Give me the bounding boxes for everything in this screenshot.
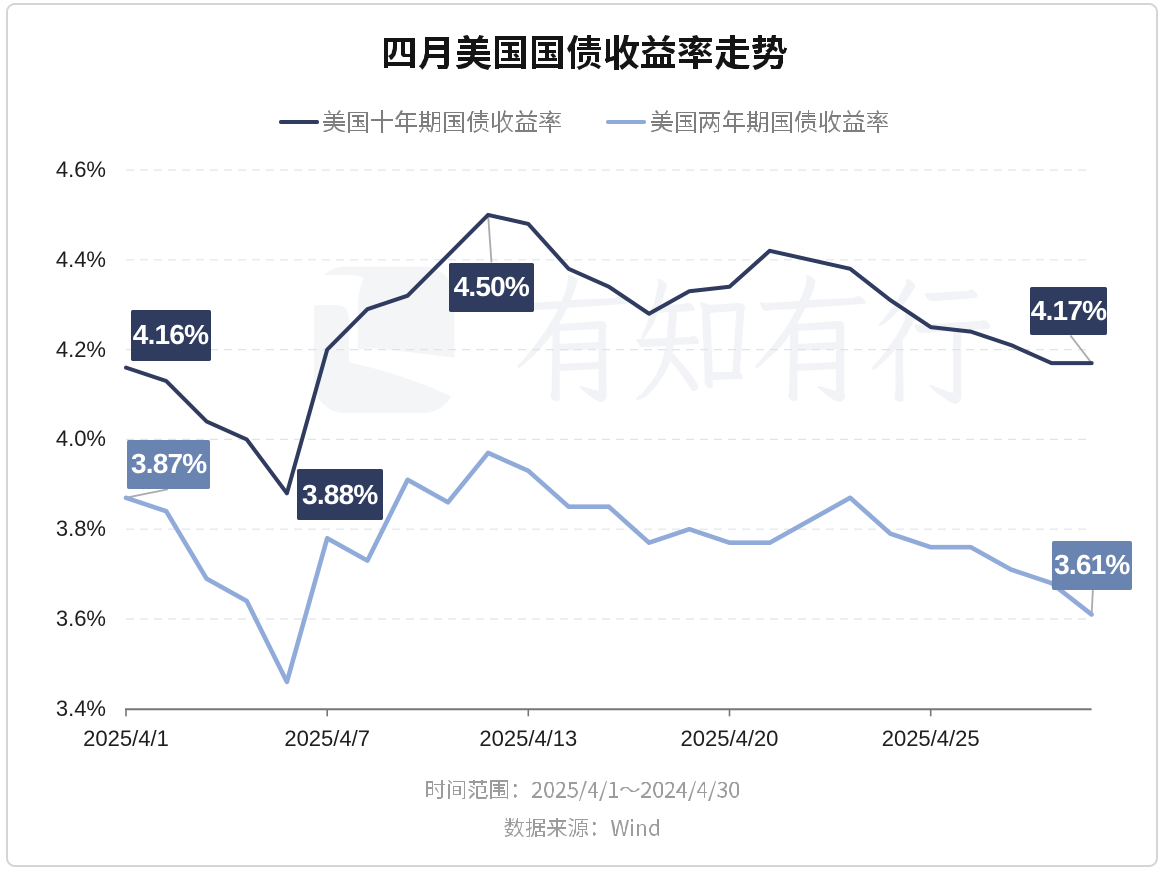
series-line-10y [124, 212, 1094, 496]
annotation-3.61: 3.61% [1052, 541, 1132, 590]
x-tick-2025/4/1: 2025/4/1 [83, 726, 169, 751]
y-tick-4.4%: 4.4% [55, 246, 106, 272]
y-tick-4.0%: 4.0% [55, 426, 106, 452]
annotation-connector [487, 214, 493, 263]
y-tick-3.6%: 3.6% [55, 606, 106, 631]
annotation-3.87: 3.87% [126, 439, 211, 490]
annotation-connector [1090, 589, 1094, 615]
x-tick-2025/4/13: 2025/4/13 [479, 726, 578, 751]
x-tick-2025/4/25: 2025/4/25 [881, 726, 980, 751]
y-tick-4.6%: 4.6% [55, 157, 106, 182]
legend-swatch-2y [606, 119, 647, 124]
x-tick-2025/4/20: 2025/4/20 [680, 726, 779, 751]
youzhiyouxing-logo-icon [314, 266, 455, 413]
x-tick-2025/4/7: 2025/4/7 [284, 726, 370, 751]
y-tick-4.2%: 4.2% [55, 336, 106, 362]
y-tick-3.4%: 3.4% [55, 696, 106, 722]
legend-swatch-10y [279, 119, 319, 124]
page-title [384, 35, 787, 70]
annotation-connector [1069, 334, 1093, 364]
annotation-3.88: 3.88% [296, 469, 383, 521]
series-line-2y [123, 450, 1094, 685]
legend-label-10y [323, 110, 561, 133]
annotation-4.17: 4.17% [1030, 286, 1107, 336]
annotation-4.16: 4.16% [130, 309, 211, 361]
legend-label-2y [651, 110, 888, 133]
annotation-4.50: 4.50% [448, 262, 534, 312]
annotation-connector [125, 488, 169, 499]
watermark-brand-text [517, 275, 991, 404]
y-tick-3.8%: 3.8% [55, 516, 106, 542]
